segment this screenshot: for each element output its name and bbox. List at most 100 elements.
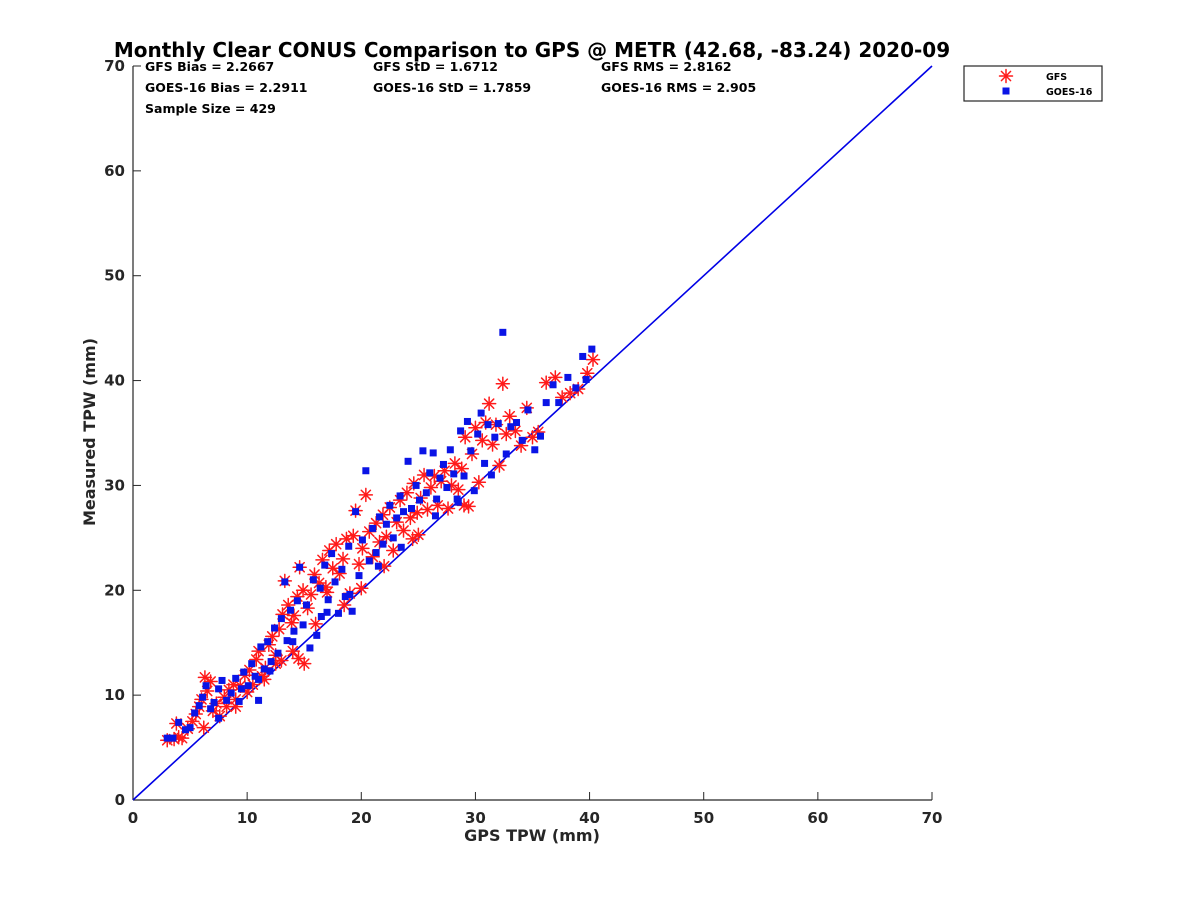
stat-label: GOES-16 RMS = 2.905 xyxy=(601,80,756,95)
goes16-point xyxy=(386,501,394,509)
goes16-point xyxy=(352,508,360,516)
legend-gfs-marker xyxy=(998,68,1014,84)
goes16-point xyxy=(393,514,401,522)
plot-area: 0 10 20 30 40 50 60 70 0 10 20 30 40 50 60 70 xyxy=(104,57,942,827)
goes16-point xyxy=(334,609,342,617)
x-tick-label: 70 xyxy=(922,809,943,827)
goes16-point xyxy=(264,638,272,646)
gfs-point xyxy=(196,720,212,735)
goes16-point xyxy=(313,631,321,639)
goes16-point xyxy=(215,685,223,693)
goes16-point xyxy=(321,561,329,569)
goes16-point xyxy=(422,489,430,497)
goes16-point xyxy=(293,597,301,605)
goes16-point xyxy=(369,524,377,532)
goes16-point xyxy=(457,427,465,435)
goes16-point xyxy=(296,563,304,571)
goes16-point xyxy=(579,352,587,360)
x-tick-label: 50 xyxy=(693,809,714,827)
goes16-point xyxy=(507,423,515,431)
goes16-point xyxy=(477,409,485,417)
goes16-point xyxy=(182,726,190,734)
gfs-point xyxy=(354,580,369,596)
y-tick-label: 20 xyxy=(104,581,125,599)
goes16-point xyxy=(331,578,339,586)
goes16-point xyxy=(429,449,437,457)
goes16-point xyxy=(232,674,240,682)
gfs-point xyxy=(285,643,301,659)
x-tick-label: 40 xyxy=(579,809,600,827)
goes16-point xyxy=(494,420,502,428)
goes16-point xyxy=(346,590,354,598)
gfs-point xyxy=(447,456,463,471)
goes16-point xyxy=(186,724,194,732)
series-gfs xyxy=(159,352,601,748)
goes16-point xyxy=(237,685,245,693)
goes16-point xyxy=(499,328,507,336)
goes16-point xyxy=(408,504,416,512)
goes16-point xyxy=(484,421,492,429)
goes16-point xyxy=(227,689,235,697)
gfs-point xyxy=(495,376,511,391)
goes16-point xyxy=(338,565,346,573)
goes16-point xyxy=(376,513,384,521)
goes16-point xyxy=(415,496,423,504)
goes16-point xyxy=(287,606,295,614)
goes16-point xyxy=(210,698,218,706)
x-tick-label: 60 xyxy=(807,809,828,827)
y-tick-label: 10 xyxy=(104,686,125,704)
gfs-point xyxy=(451,482,466,497)
legend: GFS GOES-16 xyxy=(963,65,1103,102)
goes16-point xyxy=(348,607,356,615)
goes16-point xyxy=(502,450,510,458)
goes16-point xyxy=(536,432,544,440)
y-axis-label: Measured TPW (mm) xyxy=(80,338,99,526)
goes16-point xyxy=(582,376,590,384)
goes16-point xyxy=(324,596,332,604)
goes16-point xyxy=(463,417,471,425)
gfs-point xyxy=(249,652,264,667)
gfs-point xyxy=(502,408,517,424)
gfs-point xyxy=(585,352,601,367)
goes16-point xyxy=(450,470,458,478)
chart-title: Monthly Clear CONUS Comparison to GPS @ … xyxy=(114,38,950,62)
y-tick-label: 60 xyxy=(104,162,125,180)
gfs-point xyxy=(335,551,351,567)
goes16-point xyxy=(169,734,177,742)
gfs-point xyxy=(405,531,420,547)
goes16-point xyxy=(257,643,265,651)
legend-box xyxy=(963,65,1103,102)
goes16-point xyxy=(202,682,210,690)
goes16-point xyxy=(358,536,366,544)
gfs-point xyxy=(291,651,306,666)
goes16-point xyxy=(389,534,397,542)
gfs-point xyxy=(328,536,344,552)
goes16-point xyxy=(531,446,539,454)
goes16-point xyxy=(474,430,482,438)
gfs-point xyxy=(409,505,425,520)
goes16-point xyxy=(443,484,451,492)
x-axis-label: GPS TPW (mm) xyxy=(464,826,600,845)
goes16-point xyxy=(235,697,243,705)
goes16-point xyxy=(175,718,183,726)
gfs-point xyxy=(385,543,401,558)
gfs-point xyxy=(355,541,370,556)
gfs-point xyxy=(336,597,352,613)
goes16-point xyxy=(454,498,462,506)
gfs-point xyxy=(454,461,469,476)
goes16-point xyxy=(470,487,478,495)
goes16-point xyxy=(248,660,256,668)
y-tick-label: 70 xyxy=(104,57,125,75)
goes16-point xyxy=(266,667,274,675)
goes16-point xyxy=(317,613,325,620)
statistics-panel: GFS Bias = 2.2667 GFS StD = 1.6712 GFS RMS… xyxy=(145,59,756,116)
goes16-point xyxy=(362,467,370,475)
gfs-point xyxy=(274,653,289,668)
goes16-point xyxy=(260,665,268,673)
goes16-point xyxy=(302,601,310,609)
goes16-point xyxy=(542,399,550,407)
goes16-point xyxy=(328,550,336,558)
goes16-point xyxy=(289,638,297,646)
goes16-point xyxy=(283,637,291,645)
